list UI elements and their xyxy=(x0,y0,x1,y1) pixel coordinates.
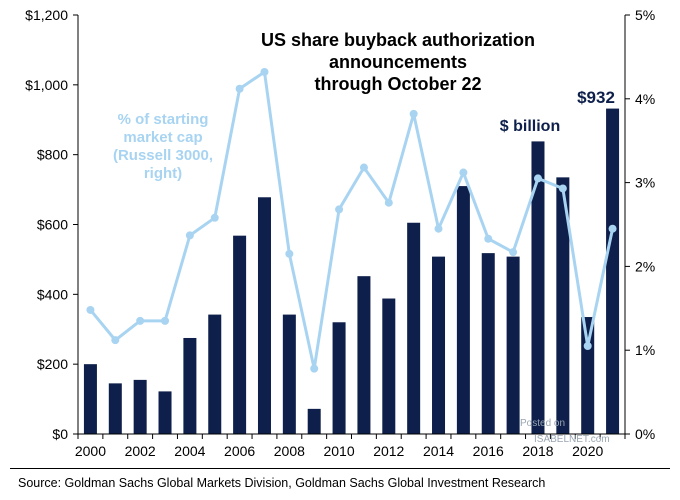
bar-2007 xyxy=(257,197,271,434)
bar-2011 xyxy=(357,276,371,434)
y-left-tick-label: $800 xyxy=(37,147,68,163)
source-separator xyxy=(10,468,670,469)
line-path xyxy=(89,70,615,371)
line-point-2011 xyxy=(359,163,368,172)
line-point-2003 xyxy=(161,316,170,325)
line-point-2008 xyxy=(285,249,294,258)
bar-2005 xyxy=(208,314,222,434)
line-point-2005 xyxy=(210,213,219,222)
line-series-label-1: % of starting xyxy=(118,111,209,128)
bar-2014 xyxy=(432,256,446,434)
line-point-2009 xyxy=(310,364,319,373)
x-tick-label: 2008 xyxy=(274,443,305,459)
bar-2021 xyxy=(606,108,620,434)
line-point-2012 xyxy=(384,198,393,207)
line-point-2016 xyxy=(484,234,493,243)
bar-2010 xyxy=(332,322,346,434)
x-tick-label: 2004 xyxy=(174,443,205,459)
bar-series-label: $ billion xyxy=(500,118,560,135)
bar-2008 xyxy=(282,314,296,434)
x-tick-label: 2002 xyxy=(125,443,156,459)
y-left-tick-label: $0 xyxy=(52,426,68,442)
line-point-2017 xyxy=(509,248,518,257)
y-left-tick-label: $1,200 xyxy=(25,7,68,23)
bar-2002 xyxy=(133,379,147,434)
bar-2003 xyxy=(158,391,172,434)
x-tick-label: 2016 xyxy=(473,443,504,459)
y-right-tick-label: 4% xyxy=(635,91,655,107)
line-point-2015 xyxy=(459,168,468,177)
y-left-tick-label: $400 xyxy=(37,286,68,302)
bar-2016 xyxy=(481,253,495,434)
line-point-2007 xyxy=(260,67,269,76)
line-point-2000 xyxy=(86,305,95,314)
y-right-tick-label: 2% xyxy=(635,258,655,274)
x-tick-label: 2006 xyxy=(224,443,255,459)
line-series-label-4: right) xyxy=(144,165,182,182)
bar-2001 xyxy=(108,383,122,434)
line-point-2013 xyxy=(409,109,418,118)
line-point-2021 xyxy=(608,224,617,233)
y-left-tick-label: $600 xyxy=(37,217,68,233)
bar-2018 xyxy=(531,141,545,434)
watermark-line-1: Posted on xyxy=(520,418,565,429)
y-right-tick-label: 1% xyxy=(635,342,655,358)
y-right-tick-label: 5% xyxy=(635,7,655,23)
bar-2006 xyxy=(233,235,247,434)
x-tick-label: 2018 xyxy=(522,443,553,459)
x-tick-label: 2014 xyxy=(423,443,454,459)
y-left-tick-label: $200 xyxy=(37,356,68,372)
bar-2004 xyxy=(183,337,197,434)
max-value-callout: $932 xyxy=(577,88,615,107)
axes: $0 $200 $400 $600 $800 $1,000 $1,200 0% 1% 2% 3% 4%… xyxy=(25,7,655,459)
bar-2017 xyxy=(506,256,520,434)
watermark-line-2: ISABELNET.com xyxy=(534,434,610,445)
bar-2013 xyxy=(407,222,421,434)
line-point-2019 xyxy=(558,184,567,193)
bar-2019 xyxy=(556,177,570,435)
bar-2009 xyxy=(307,408,321,434)
line-point-2004 xyxy=(185,231,194,240)
bar-2000 xyxy=(83,364,97,434)
line-point-2002 xyxy=(136,316,145,325)
bar-2020 xyxy=(581,317,595,434)
bar-2015 xyxy=(456,186,470,434)
chart-title-line-3: through October 22 xyxy=(314,74,481,94)
x-tick-label: 2000 xyxy=(75,443,106,459)
x-tick-label: 2012 xyxy=(373,443,404,459)
chart-title-line-1: US share buyback authorization xyxy=(261,30,535,50)
line-point-2001 xyxy=(111,336,120,345)
chart-title-line-2: announcements xyxy=(329,52,467,72)
line-point-2010 xyxy=(335,205,344,214)
line-point-2014 xyxy=(434,224,443,233)
line-series-label-2: market cap xyxy=(123,129,202,146)
line-point-2020 xyxy=(583,342,592,351)
line-series xyxy=(86,67,617,373)
line-series-label-3: (Russell 3000, xyxy=(113,147,213,164)
y-left-tick-label: $1,000 xyxy=(25,77,68,93)
y-right-tick-label: 0% xyxy=(635,426,655,442)
line-point-2018 xyxy=(533,174,542,183)
x-tick-label: 2010 xyxy=(323,443,354,459)
x-tick-label: 2020 xyxy=(572,443,603,459)
line-point-2006 xyxy=(235,84,244,93)
bar-series xyxy=(83,108,620,435)
bar-2012 xyxy=(382,298,396,434)
y-right-tick-label: 3% xyxy=(635,175,655,191)
source-note: Source: Goldman Sachs Global Markets Div… xyxy=(18,476,546,490)
